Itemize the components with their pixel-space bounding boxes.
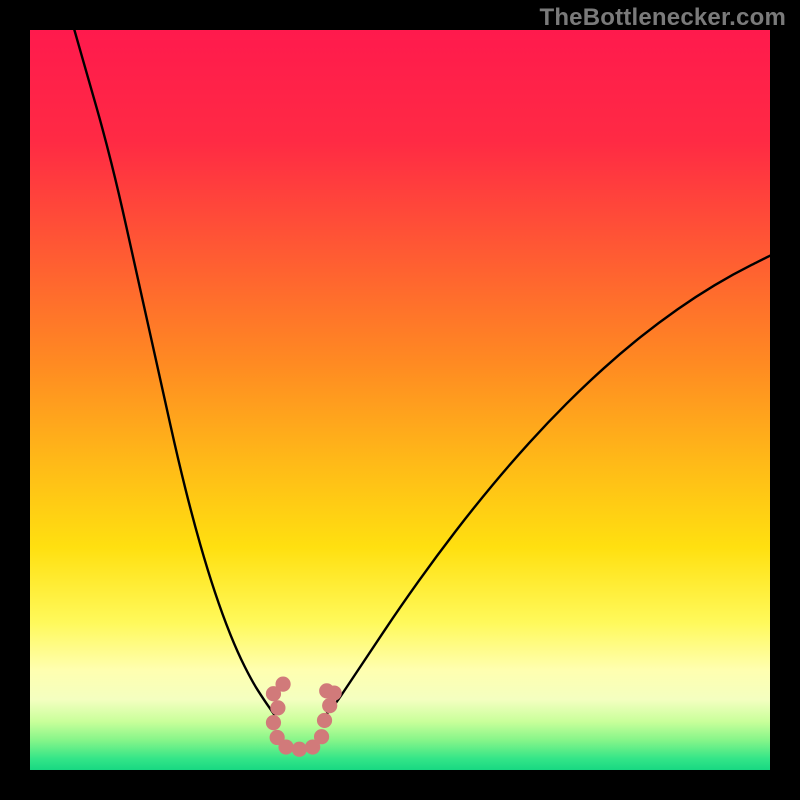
stage: TheBottlenecker.com bbox=[0, 0, 800, 800]
notch-bead bbox=[314, 729, 329, 744]
notch-bead bbox=[278, 739, 293, 754]
chart-svg bbox=[0, 0, 800, 800]
notch-bead bbox=[270, 700, 285, 715]
notch-bead bbox=[319, 683, 334, 698]
watermark-text: TheBottlenecker.com bbox=[539, 4, 786, 32]
notch-bead bbox=[266, 715, 281, 730]
plot-background bbox=[30, 30, 770, 770]
notch-bead bbox=[317, 713, 332, 728]
notch-bead bbox=[292, 742, 307, 757]
notch-bead bbox=[266, 686, 281, 701]
